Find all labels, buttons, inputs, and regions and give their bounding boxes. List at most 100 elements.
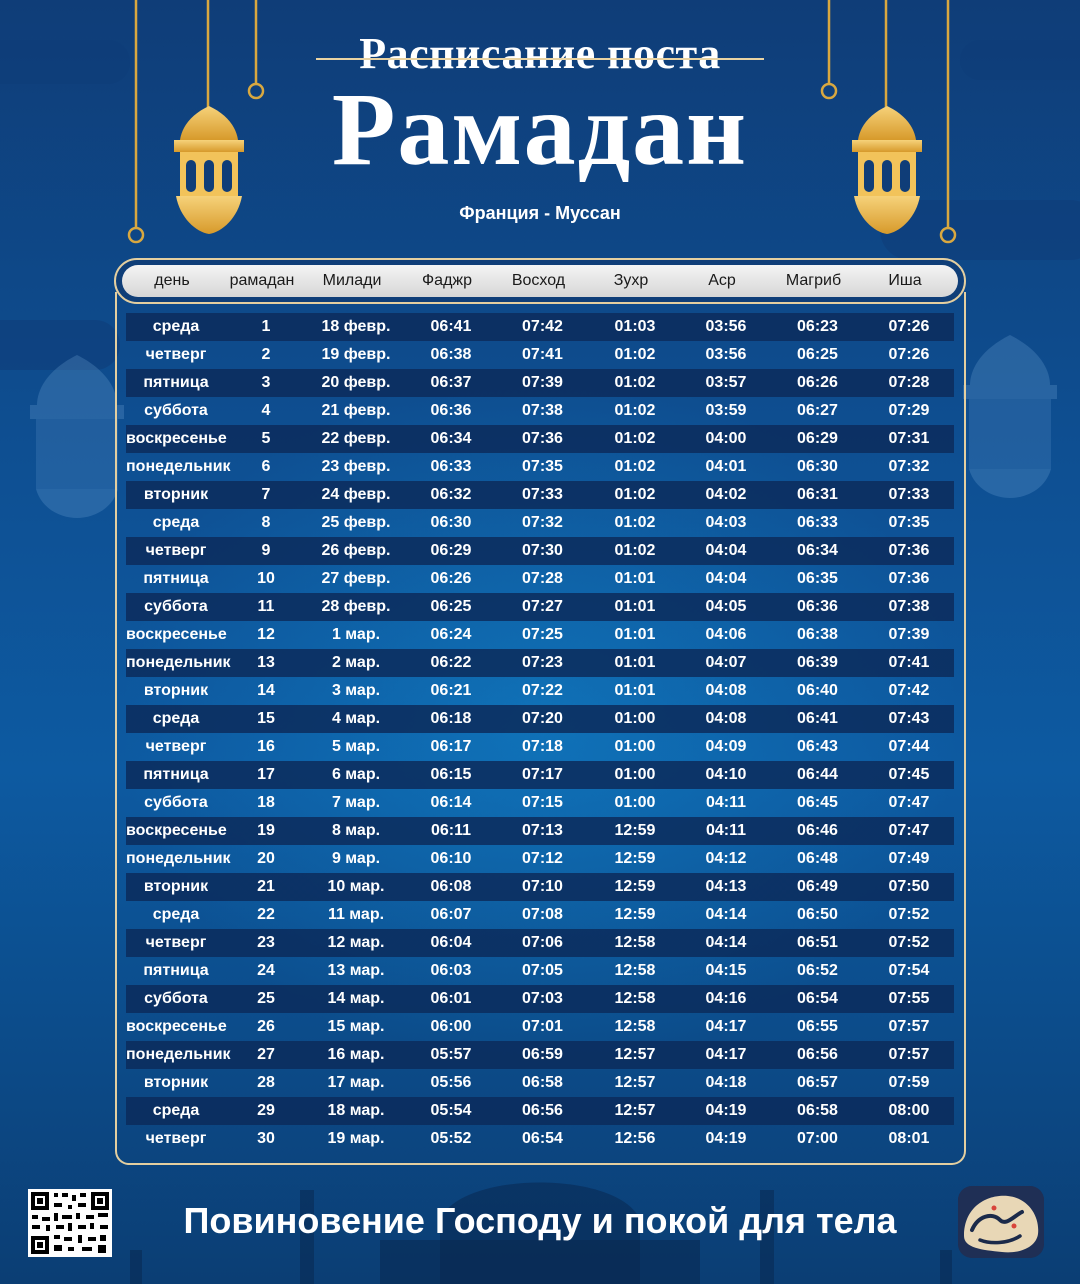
column-header: Фаджр <box>422 272 472 289</box>
table-cell: 12:57 <box>614 1074 656 1091</box>
table-cell: 07:41 <box>522 346 563 363</box>
table-cell: 9 мар. <box>331 850 381 867</box>
table-cell: четверг <box>145 1130 207 1147</box>
table-cell: 18 февр. <box>321 318 391 335</box>
hanging-strings <box>127 0 957 244</box>
table-cell: 5 мар. <box>331 738 381 755</box>
table-cell: 04:01 <box>705 458 747 475</box>
table-cell: 07:33 <box>522 486 563 503</box>
app-logo-icon[interactable] <box>958 1186 1044 1258</box>
column-header: Милади <box>322 272 382 289</box>
table-cell: 06:30 <box>797 458 838 475</box>
table-cell: 05:57 <box>430 1046 472 1063</box>
table-cell: 27 <box>257 1046 275 1063</box>
table-cell: 07:29 <box>888 402 930 419</box>
table-cell: 5 <box>261 430 271 447</box>
table-cell: 03:56 <box>705 346 747 363</box>
table-cell: 07:38 <box>888 598 930 615</box>
table-cell: 22 февр. <box>321 430 391 447</box>
table-row: среда 15 4 мар. 06:18 07:20 01:00 04:08 06:41 07… <box>126 705 954 733</box>
table-cell: 04:04 <box>705 570 747 587</box>
table-cell: 24 февр. <box>321 486 391 503</box>
column-header: Аср <box>708 272 736 289</box>
table-cell: 21 февр. <box>321 402 391 419</box>
table-cell: 07:42 <box>522 318 563 335</box>
table-cell: 10 мар. <box>327 878 385 895</box>
table-cell: 4 <box>261 402 271 419</box>
table-cell: 04:06 <box>705 626 747 643</box>
table-cell: 19 мар. <box>327 1130 385 1147</box>
table-cell: 06:24 <box>430 626 472 643</box>
table-cell: понедельник <box>126 654 231 671</box>
table-cell: 07:41 <box>888 654 930 671</box>
table-row: пятница 3 20 февр. 06:37 07:39 01:02 03:57 06:2… <box>126 369 954 397</box>
table-cell: 30 <box>257 1130 275 1147</box>
table-row: четверг 23 12 мар. 06:04 07:06 12:58 04:14 06:5… <box>126 929 954 957</box>
table-cell: воскресенье <box>126 1018 227 1035</box>
table-cell: 07:13 <box>522 822 563 839</box>
table-row: среда 1 18 февр. 06:41 07:42 01:03 03:56 06:23 0… <box>126 313 954 341</box>
table-row: воскресенье 5 22 февр. 06:34 07:36 01:02 04:00… <box>126 425 954 453</box>
table-cell: 12:56 <box>614 1130 656 1147</box>
table-cell: 06:33 <box>430 458 472 475</box>
table-cell: понедельник <box>126 850 231 867</box>
table-cell: 06:37 <box>430 374 472 391</box>
table-cell: 07:57 <box>888 1018 930 1035</box>
table-cell: 06:15 <box>430 766 472 783</box>
table-cell: 06:07 <box>430 906 472 923</box>
table-cell: 04:09 <box>705 738 747 755</box>
table-cell: 01:00 <box>614 710 656 727</box>
table-cell: воскресенье <box>126 430 227 447</box>
table-cell: 04:10 <box>705 766 747 783</box>
table-cell: понедельник <box>126 458 231 475</box>
table-cell: 06:39 <box>797 654 838 671</box>
table-cell: 06:00 <box>430 1018 472 1035</box>
table-cell: 07:45 <box>888 766 930 783</box>
table-cell: 07:52 <box>888 906 930 923</box>
table-row: понедельник 20 9 мар. 06:10 07:12 12:59 04:12 0… <box>126 845 954 873</box>
qr-code-icon[interactable] <box>28 1189 112 1257</box>
table-row: суббота 4 21 февр. 06:36 07:38 01:02 03:59 06:2… <box>126 397 954 425</box>
table-cell: 9 <box>261 542 271 559</box>
table-cell: 04:14 <box>705 906 747 923</box>
column-header: Магриб <box>785 272 842 289</box>
table-cell: 06:11 <box>430 822 472 839</box>
table-row: четверг 16 5 мар. 06:17 07:18 01:00 04:09 06:43… <box>126 733 954 761</box>
table-cell: 11 мар. <box>327 906 385 923</box>
table-cell: 07:32 <box>888 458 930 475</box>
table-header: день рамадан Милади Фаджр Восход Зухр Аср Магри… <box>114 258 966 304</box>
table-cell: 06:25 <box>430 598 472 615</box>
table-cell: 06:58 <box>797 1102 838 1119</box>
table-cell: 07:08 <box>522 906 563 923</box>
table-cell: вторник <box>143 1074 209 1091</box>
table-cell: 12:58 <box>614 962 656 979</box>
table-cell: 06:44 <box>797 766 838 783</box>
table-cell: 07:35 <box>522 458 563 475</box>
table-row: вторник 21 10 мар. 06:08 07:10 12:59 04:13 06:4… <box>126 873 954 901</box>
lantern-icon <box>852 106 922 234</box>
table-cell: 06:23 <box>797 318 838 335</box>
table-cell: 03:57 <box>705 374 747 391</box>
table-cell: 01:02 <box>614 374 656 391</box>
table-cell: 07:17 <box>522 766 563 783</box>
table-cell: 01:02 <box>614 346 656 363</box>
lantern-icon <box>174 106 244 234</box>
table-cell: 04:11 <box>705 822 747 839</box>
table-cell: 07:26 <box>888 318 930 335</box>
table-cell: 29 <box>257 1102 275 1119</box>
table-cell: 06:56 <box>522 1102 563 1119</box>
table-row: воскресенье 12 1 мар. 06:24 07:25 01:01 04:06 0… <box>126 621 954 649</box>
table-cell: 20 февр. <box>321 374 391 391</box>
table-cell: 01:02 <box>614 458 656 475</box>
table-cell: 12:58 <box>614 934 656 951</box>
table-cell: 07:38 <box>522 402 563 419</box>
table-cell: 07:49 <box>888 850 930 867</box>
table-row: среда 29 18 мар. 05:54 06:56 12:57 04:19 06:58 0… <box>126 1097 954 1125</box>
cloud-decoration <box>0 40 130 84</box>
table-cell: пятница <box>143 570 209 587</box>
table-cell: 06:14 <box>430 794 472 811</box>
table-cell: 07:52 <box>888 934 930 951</box>
table-cell: 06:27 <box>797 402 838 419</box>
table-cell: 07:03 <box>522 990 563 1007</box>
table-cell: 06:03 <box>430 962 472 979</box>
